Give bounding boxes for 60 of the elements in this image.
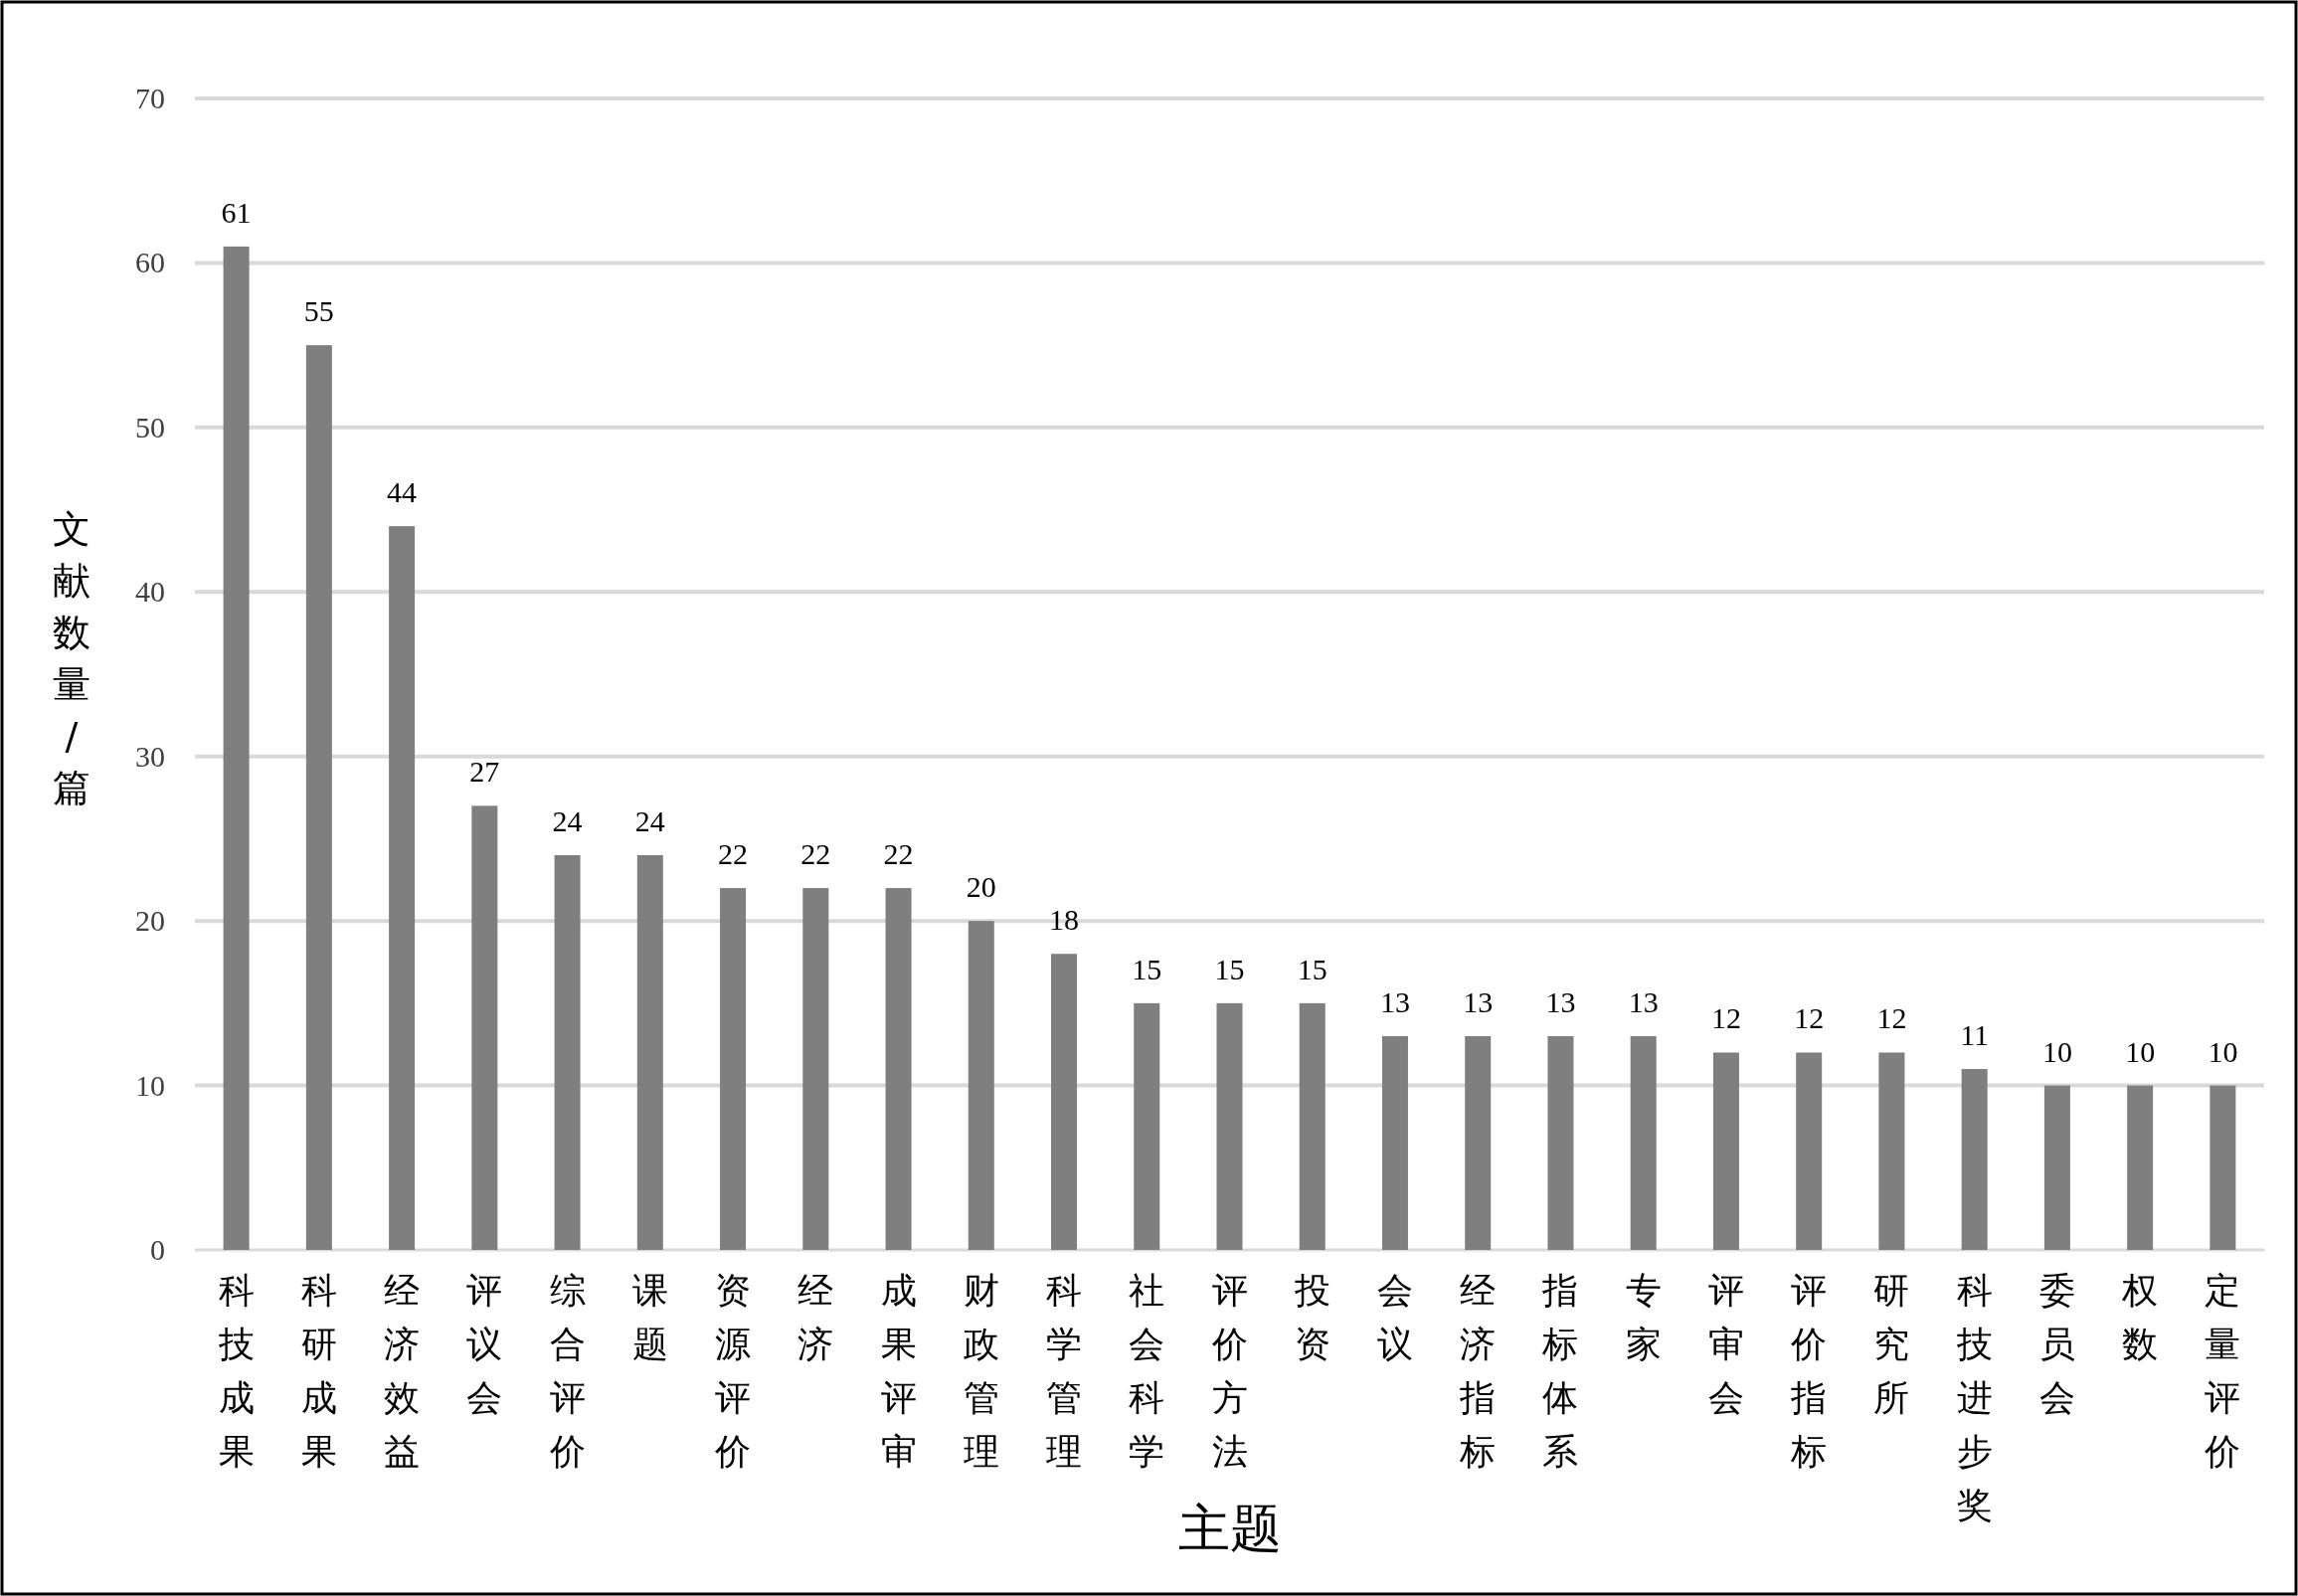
data-label: 27 bbox=[469, 755, 500, 789]
x-tick-label: 研究所 bbox=[1873, 1270, 1910, 1418]
x-tick-label: 财政管理 bbox=[963, 1270, 999, 1472]
y-tick-label: 40 bbox=[135, 575, 165, 609]
x-tick-label: 指标体系 bbox=[1541, 1270, 1579, 1472]
data-label: 15 bbox=[1132, 952, 1162, 985]
data-label: 11 bbox=[1960, 1018, 1990, 1052]
y-axis-title: 文献数量/篇 bbox=[53, 507, 90, 809]
data-label: 10 bbox=[2125, 1034, 2156, 1068]
y-tick-label: 30 bbox=[135, 739, 165, 773]
data-label: 15 bbox=[1214, 952, 1245, 985]
y-tick-label: 50 bbox=[135, 410, 165, 443]
data-label: 13 bbox=[1545, 984, 1576, 1018]
x-axis-title: 主题 bbox=[1177, 1499, 1282, 1558]
x-tick-label: 定量评价 bbox=[2204, 1270, 2241, 1472]
data-label: 13 bbox=[1379, 984, 1410, 1018]
x-tick-label: 综合评价 bbox=[548, 1270, 586, 1472]
data-label: 24 bbox=[552, 803, 583, 837]
data-label: 10 bbox=[2041, 1034, 2072, 1068]
data-label: 44 bbox=[387, 475, 418, 509]
data-label: 18 bbox=[1049, 903, 1080, 937]
x-tick-label: 委员会 bbox=[2038, 1270, 2075, 1418]
data-label: 15 bbox=[1297, 952, 1327, 985]
data-label: 61 bbox=[221, 195, 252, 229]
x-tick-label: 评价指标 bbox=[1790, 1270, 1828, 1472]
x-tick-label: 经济 bbox=[797, 1270, 834, 1364]
data-label: 20 bbox=[966, 870, 996, 904]
data-label: 22 bbox=[718, 837, 749, 871]
y-tick-label: 60 bbox=[135, 246, 165, 279]
x-tick-label: 课题 bbox=[631, 1270, 668, 1364]
data-label: 22 bbox=[800, 837, 831, 871]
data-label: 12 bbox=[1794, 1001, 1825, 1035]
x-tick-label: 资源评价 bbox=[714, 1270, 752, 1472]
x-tick-label: 科研成果 bbox=[300, 1270, 337, 1472]
data-label: 13 bbox=[1628, 984, 1659, 1018]
x-tick-label: 经济指标 bbox=[1459, 1270, 1497, 1472]
data-label: 13 bbox=[1463, 984, 1494, 1018]
data-label: 55 bbox=[303, 294, 334, 328]
data-label: 12 bbox=[1710, 1001, 1741, 1035]
y-tick-label: 70 bbox=[135, 82, 165, 114]
x-tick-label: 科技进步奖 bbox=[1955, 1270, 1993, 1525]
x-tick-label: 评议会 bbox=[466, 1270, 503, 1418]
data-label: 24 bbox=[634, 803, 665, 837]
x-tick-label: 经济效益 bbox=[384, 1270, 421, 1472]
x-tick-label: 专家 bbox=[1625, 1270, 1662, 1364]
data-label: 22 bbox=[883, 837, 914, 871]
x-tick-label: 评审会 bbox=[1707, 1270, 1744, 1418]
x-tick-label: 会议 bbox=[1376, 1270, 1413, 1364]
y-tick-label: 0 bbox=[150, 1233, 165, 1266]
x-tick-label: 社会科学 bbox=[1129, 1270, 1165, 1472]
x-tick-label: 权数 bbox=[2121, 1270, 2159, 1364]
y-tick-label: 10 bbox=[135, 1068, 165, 1102]
data-label: 10 bbox=[2208, 1034, 2238, 1068]
x-tick-label: 成果评审 bbox=[880, 1270, 917, 1472]
x-tick-label: 投资 bbox=[1293, 1270, 1330, 1364]
x-tick-label: 科技成果 bbox=[217, 1270, 255, 1472]
x-tick-label: 科学管理 bbox=[1046, 1270, 1083, 1472]
data-label: 12 bbox=[1876, 1001, 1907, 1035]
y-tick-label: 20 bbox=[135, 904, 165, 938]
x-tick-label: 评价方法 bbox=[1210, 1270, 1248, 1472]
